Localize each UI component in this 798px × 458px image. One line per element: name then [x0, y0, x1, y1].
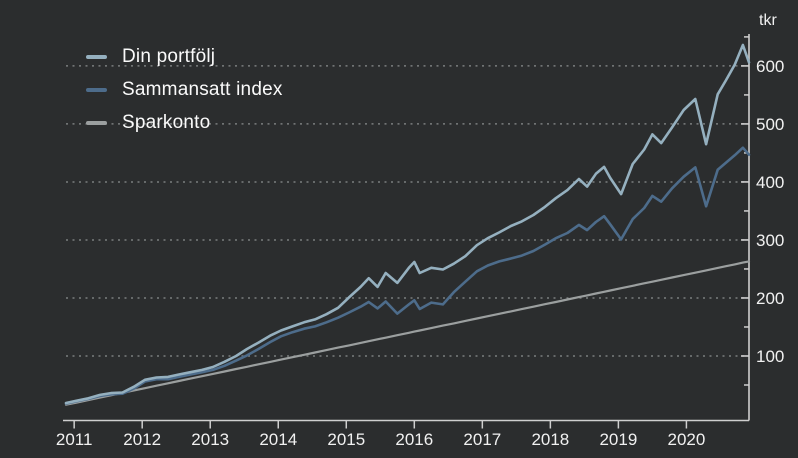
y-tick-label: 500 [756, 115, 784, 134]
legend-item-portfolio: Din portfölj [86, 46, 283, 68]
series-line-sammansatt-index [64, 146, 751, 405]
chart-legend: Din portfölj Sammansatt index Sparkonto [86, 46, 283, 134]
legend-label-portfolio: Din portfölj [122, 46, 216, 67]
x-tick-label: 2019 [599, 430, 637, 449]
legend-item-sparkonto: Sparkonto [86, 112, 283, 134]
x-tick-label: 2020 [668, 430, 706, 449]
y-tick-label: 100 [756, 347, 784, 366]
y-tick-label: 600 [756, 57, 784, 76]
index-line-swatch [86, 88, 107, 92]
sparkonto-line-swatch [86, 121, 107, 125]
y-axis-unit-label: tkr [759, 12, 777, 29]
y-tick-label: 200 [756, 289, 784, 308]
x-tick-label: 2014 [259, 430, 297, 449]
series-line-din-portf-lj [64, 43, 751, 405]
series-line-sparkonto [64, 260, 751, 406]
x-tick-label: 2015 [327, 430, 365, 449]
portfolio-line-swatch [86, 55, 107, 59]
x-tick-label: 2018 [531, 430, 569, 449]
x-tick-label: 2016 [395, 430, 433, 449]
legend-label-index: Sammansatt index [122, 79, 283, 100]
chart-layers: 2011 2012 2013 2014 2015 2016 2017 2018 2019 2020… [56, 34, 784, 449]
x-tick-label: 2012 [123, 430, 161, 449]
legend-item-index: Sammansatt index [86, 79, 283, 101]
y-tick-label: 400 [756, 173, 784, 192]
legend-label-sparkonto: Sparkonto [122, 112, 211, 133]
x-tick-label: 2013 [191, 430, 229, 449]
x-tick-label: 2017 [463, 430, 501, 449]
y-tick-label: 300 [756, 231, 784, 250]
x-tick-label: 2011 [56, 430, 93, 449]
